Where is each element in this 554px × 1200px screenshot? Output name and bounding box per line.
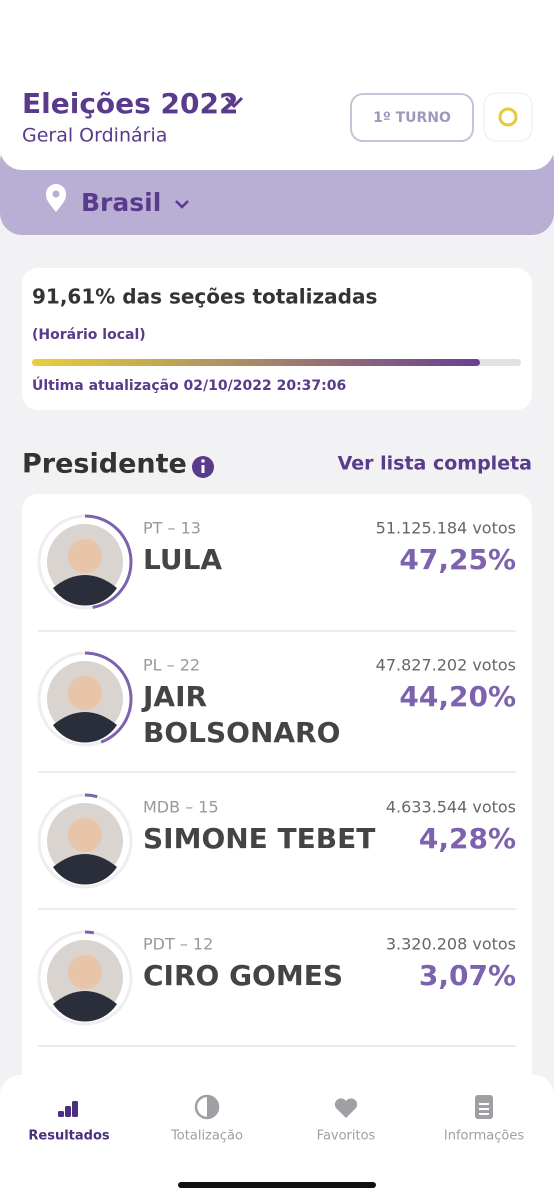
bottom-nav [0,1075,554,1200]
round-button[interactable] [350,93,474,142]
candidate-name[interactable]: BOLSONARO [143,716,340,749]
nav-item[interactable]: Resultados [28,1101,110,1144]
percent: 4,28% [419,822,516,855]
subtitle: Geral Ordinária [22,125,167,147]
party: MDB – 15 [143,798,219,817]
photo-face [68,539,102,573]
share-arc [37,793,133,889]
chevron[interactable] [175,200,189,209]
list-link[interactable]: Ver lista completa [338,453,532,475]
nav-icon [479,1113,489,1115]
nav-label: Resultados [28,1129,109,1144]
party: PDT – 12 [143,935,213,954]
nav-icon [72,1101,78,1117]
info-glyph [201,459,205,463]
candidate-name[interactable]: CIRO GOMES [143,959,343,992]
pin-dot [52,190,60,198]
chevron[interactable] [224,96,244,109]
nav-icon [479,1108,489,1110]
nav-icon [334,1098,358,1118]
status-text: 91,61% das seções totalizadas [32,285,377,309]
status-card [22,268,532,410]
nav-icon [475,1095,493,1119]
info-glyph [201,465,205,473]
party: PL – 22 [143,656,200,675]
nav-icon [65,1106,71,1117]
photo-face [68,955,102,989]
nav-item[interactable]: Favoritos [317,1098,376,1144]
votes: 4.633.544 votos [386,798,516,817]
home-indicator [178,1182,376,1188]
percent: 3,07% [419,959,516,992]
theme-icon [498,107,518,127]
nav-label: Favoritos [317,1129,376,1144]
photo-body [53,712,117,743]
theme-button[interactable] [483,92,533,142]
photo-body [53,854,117,885]
candidate-name[interactable]: SIMONE TEBET [143,822,375,855]
nav-icon [58,1111,64,1117]
round-label: 1º TURNO [373,110,451,126]
status-updated: Última atualização 02/10/2022 20:37:06 [32,376,346,394]
photo-body [53,575,117,606]
share-arc [37,930,133,1026]
candidate-name[interactable]: JAIR [141,680,207,713]
share-arc [37,514,133,610]
photo-face [68,676,102,710]
votes: 51.125.184 votos [376,519,516,538]
photo-body [53,991,117,1022]
nav-icon [207,1096,218,1118]
percent: 47,25% [399,543,516,576]
location[interactable]: Brasil [81,188,161,217]
nav-label: Informações [444,1129,524,1144]
nav-item[interactable]: Totalização [170,1094,243,1144]
nav-label: Totalização [170,1129,243,1144]
status-note: (Horário local) [32,327,146,343]
section-title: Presidente [22,449,187,480]
share-arc [37,651,133,747]
party: PT – 13 [143,519,201,538]
nav-item[interactable]: Informações [444,1095,524,1144]
candidates-card [22,494,532,1134]
photo-face [68,818,102,852]
title[interactable]: Eleições 2022 [22,87,238,120]
votes: 3.320.208 votos [386,935,516,954]
votes: 47.827.202 votos [376,656,516,675]
progress-bar [32,359,480,366]
nav-icon [479,1103,489,1105]
candidate-name[interactable]: LULA [143,543,222,576]
percent: 44,20% [399,680,516,713]
pin-icon [46,184,66,212]
